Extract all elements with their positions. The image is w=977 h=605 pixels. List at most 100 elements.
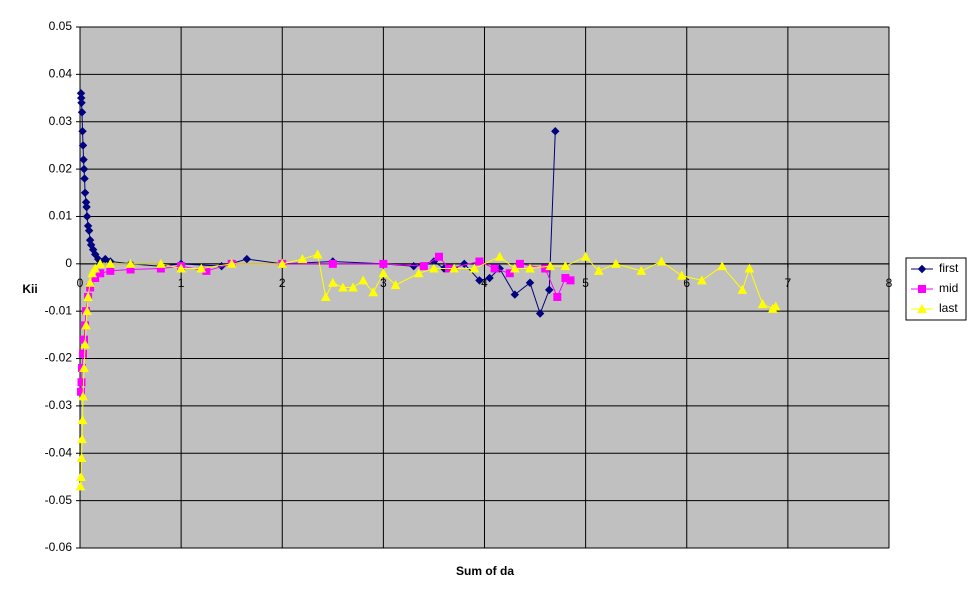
marker xyxy=(76,471,86,481)
marker xyxy=(515,259,524,268)
legend-label: mid xyxy=(939,281,958,295)
marker xyxy=(242,254,252,264)
y-tick-label: 0.05 xyxy=(49,19,73,33)
marker xyxy=(79,155,88,164)
marker xyxy=(580,251,591,261)
marker xyxy=(717,261,727,271)
y-tick-label: 0.02 xyxy=(49,161,73,175)
x-tick-label: 1 xyxy=(178,276,185,290)
marker xyxy=(737,284,748,294)
marker xyxy=(79,362,89,373)
marker xyxy=(413,268,424,278)
marker xyxy=(80,188,90,197)
marker xyxy=(485,273,494,283)
marker xyxy=(434,252,443,261)
marker xyxy=(676,270,687,280)
y-tick-label: -0.06 xyxy=(45,540,73,554)
marker xyxy=(551,126,560,136)
legend-label: last xyxy=(939,301,958,315)
y-tick-label: 0.01 xyxy=(49,209,73,223)
y-tick-label: 0.03 xyxy=(49,114,73,128)
marker xyxy=(106,266,115,275)
marker xyxy=(90,263,101,273)
marker xyxy=(656,256,667,266)
marker xyxy=(79,349,88,358)
marker xyxy=(348,282,358,292)
x-tick-label: 6 xyxy=(683,276,690,290)
marker xyxy=(312,249,323,259)
marker xyxy=(553,292,562,301)
marker xyxy=(490,264,499,273)
y-tick-label: -0.02 xyxy=(45,351,73,365)
marker xyxy=(85,277,95,287)
marker xyxy=(125,258,136,268)
y-tick-label: -0.01 xyxy=(45,303,73,317)
marker xyxy=(84,226,94,235)
marker xyxy=(82,212,92,221)
x-axis-label: Sum of da xyxy=(456,564,514,578)
marker xyxy=(297,254,308,264)
x-tick-label: 5 xyxy=(582,276,589,290)
marker xyxy=(525,263,535,273)
marker xyxy=(90,250,100,259)
marker xyxy=(757,299,768,309)
marker xyxy=(320,291,331,301)
marker xyxy=(82,306,92,316)
marker xyxy=(95,258,106,268)
marker xyxy=(475,257,484,266)
x-tick-label: 8 xyxy=(886,276,893,290)
y-tick-label: -0.04 xyxy=(45,445,73,459)
marker xyxy=(79,164,89,174)
marker xyxy=(76,452,87,463)
marker xyxy=(105,258,116,268)
y-tick-label: 0 xyxy=(65,256,72,270)
marker xyxy=(338,282,348,292)
marker xyxy=(390,280,401,290)
legend-marker xyxy=(918,285,926,293)
marker xyxy=(81,320,91,330)
marker xyxy=(545,285,554,295)
marker xyxy=(449,263,459,273)
marker xyxy=(469,263,480,273)
marker xyxy=(611,258,621,268)
marker xyxy=(176,263,186,273)
x-tick-label: 2 xyxy=(279,276,286,290)
marker xyxy=(525,278,535,287)
marker xyxy=(636,265,647,275)
marker xyxy=(80,339,90,349)
marker xyxy=(510,263,520,273)
marker xyxy=(328,259,337,268)
marker xyxy=(87,268,97,278)
marker xyxy=(78,141,88,150)
marker xyxy=(82,202,91,212)
marker xyxy=(379,259,388,268)
legend-marker xyxy=(917,303,927,313)
marker xyxy=(75,481,86,491)
marker xyxy=(77,108,87,117)
marker xyxy=(277,258,288,268)
marker xyxy=(475,276,484,285)
y-tick-label: 0.04 xyxy=(49,67,73,81)
marker xyxy=(77,434,87,444)
y-axis-label: Kii xyxy=(22,282,37,296)
marker xyxy=(560,261,571,271)
legend-label: first xyxy=(939,261,959,275)
y-tick-label: -0.03 xyxy=(45,398,73,412)
marker xyxy=(770,301,781,311)
marker xyxy=(744,263,755,273)
x-tick-label: 3 xyxy=(380,276,387,290)
marker xyxy=(327,277,338,287)
marker xyxy=(368,287,379,297)
y-tick-label: -0.05 xyxy=(45,493,73,507)
x-tick-label: 4 xyxy=(481,276,488,290)
marker xyxy=(226,258,237,268)
marker xyxy=(78,391,88,401)
marker xyxy=(429,263,439,273)
marker xyxy=(358,275,368,285)
marker xyxy=(545,261,556,271)
marker xyxy=(83,291,93,301)
marker xyxy=(494,251,505,261)
marker xyxy=(156,258,166,268)
marker xyxy=(535,309,545,318)
marker xyxy=(77,415,88,425)
